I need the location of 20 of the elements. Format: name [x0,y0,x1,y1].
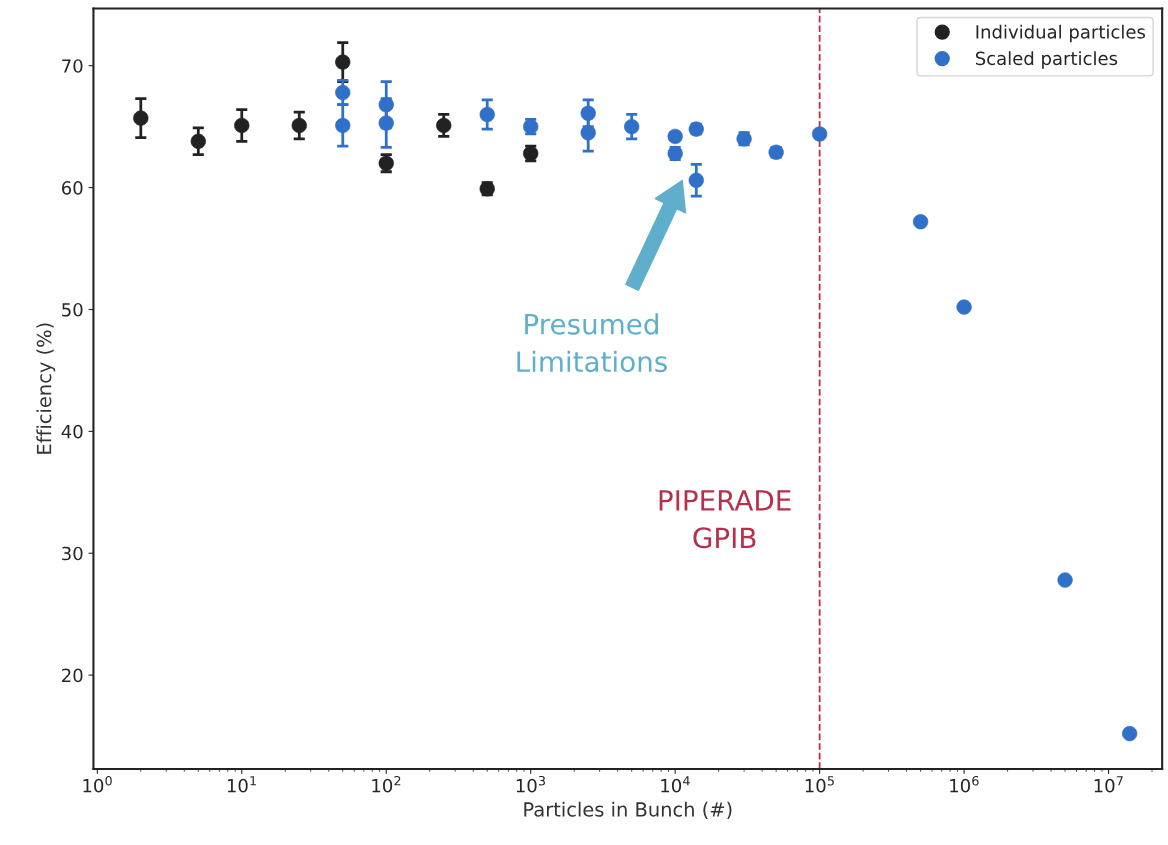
y-tick-label: 40 [61,424,83,439]
x-tick-label: 10$^{6}$ [950,775,979,793]
x-tick-label: 10$^{7}$ [1094,776,1123,793]
y-tick-label: 70 [62,59,83,73]
x-tick-label: 10$^{2}$ [372,775,401,793]
x-tick-label: 10$^{4}$ [661,776,690,793]
x-tick-label: 10$^{3}$ [516,775,545,793]
x-tick-label: 10$^{5}$ [805,776,834,793]
x-tick-label: 10$^{1}$ [227,776,256,793]
y-tick-label: 30 [62,546,83,561]
x-tick-label: 10$^{0}$ [83,775,112,793]
ref-line-label: PIPERADE GPIB [659,490,791,549]
y-axis-title: Efficiency (%) [36,323,56,454]
y-tick-label: 60 [62,181,83,195]
x-axis-title: Particles in Bunch (#) [524,801,732,820]
legend-label: Individual particles [976,24,1146,43]
legend-label: Scaled particles [975,51,1118,69]
annotation: Presumed Limitations [517,313,667,373]
y-tick-label: 20 [62,668,83,683]
y-tick-label: 50 [62,302,83,317]
